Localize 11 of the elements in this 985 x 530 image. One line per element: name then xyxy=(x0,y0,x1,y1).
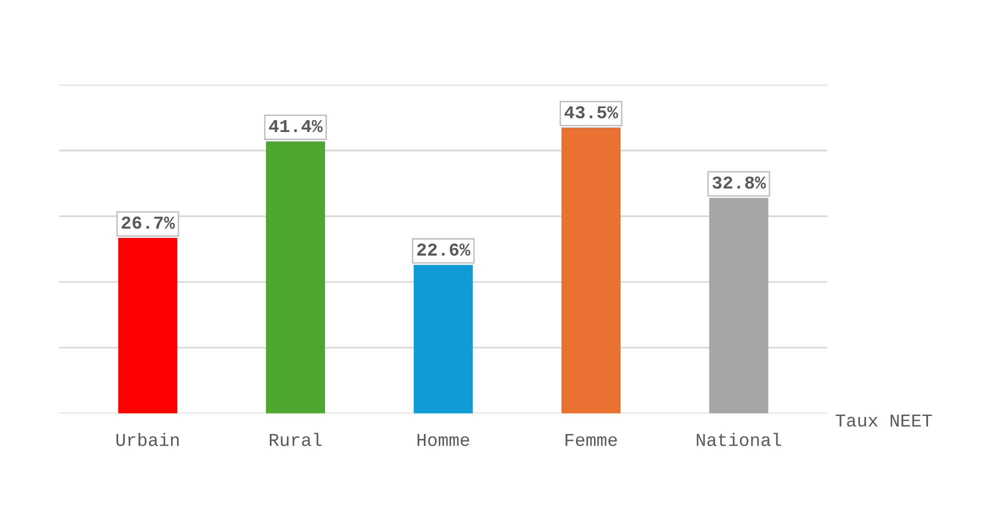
x-tick-label: Femme xyxy=(566,434,617,446)
data-label: 26.7% xyxy=(122,216,175,229)
x-tick-label: Homme xyxy=(418,434,470,446)
x-tick-label: Urbain xyxy=(116,432,179,446)
data-label: 43.5% xyxy=(564,106,618,118)
x-tick-label: National xyxy=(696,432,782,446)
x-tick-label: Rural xyxy=(270,432,322,446)
data-label: 22.6% xyxy=(417,243,470,256)
data-label: 32.8% xyxy=(712,176,766,189)
x-axis-title: Taux NEET xyxy=(836,414,932,427)
data-label: 41.4% xyxy=(269,120,323,132)
